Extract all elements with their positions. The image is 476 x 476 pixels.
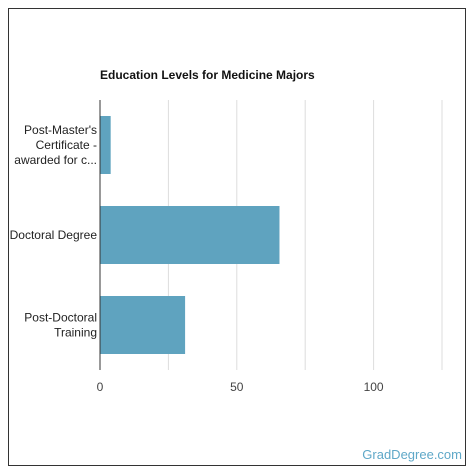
bar	[100, 116, 111, 174]
category-label: Post-Master's Certificate -awarded for c.…	[14, 123, 97, 167]
bar	[100, 296, 186, 354]
x-tick-label: 100	[364, 380, 384, 394]
chart-title: Education Levels for Medicine Majors	[100, 68, 315, 82]
category-label: Post-Doctoral Training	[24, 311, 97, 340]
x-tick-label: 0	[97, 380, 104, 394]
category-label: Doctoral Degree	[10, 228, 98, 242]
x-tick-label: 50	[230, 380, 244, 394]
site-watermark[interactable]: GradDegree.com	[362, 447, 462, 462]
bar	[100, 206, 280, 264]
